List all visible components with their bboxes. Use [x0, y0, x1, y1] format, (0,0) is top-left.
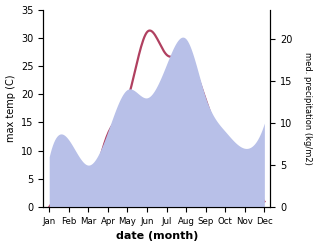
X-axis label: date (month): date (month) [116, 231, 198, 242]
Y-axis label: max temp (C): max temp (C) [5, 75, 16, 142]
Y-axis label: med. precipitation (kg/m2): med. precipitation (kg/m2) [303, 52, 313, 165]
